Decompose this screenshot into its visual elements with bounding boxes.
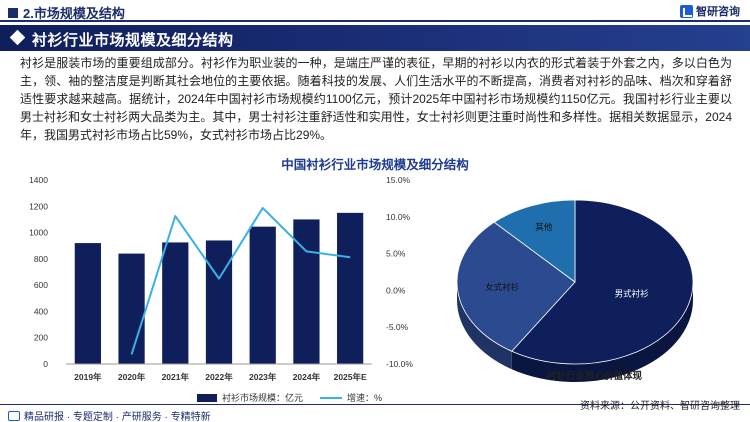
- bar: [249, 226, 276, 364]
- x-tick-label: 2020年: [118, 372, 146, 382]
- y-left-tick-label: 600: [34, 280, 48, 290]
- chart-legend: 衬衫市场规模：亿元 增速：%: [197, 391, 382, 404]
- x-tick-label: 2024年: [293, 372, 321, 382]
- source-note: 资料来源：公开资料、智研咨询整理: [580, 401, 740, 412]
- top-bar: 2.市场规模及结构 智研咨询: [0, 0, 750, 22]
- diamond-icon: [9, 29, 26, 46]
- y-right-tick-label: 5.0%: [386, 249, 406, 259]
- footer-divider: [0, 404, 750, 405]
- y-left-tick-label: 1200: [29, 201, 48, 211]
- footer-services: 精品研报 · 专题定制 · 产研服务 · 专精特新: [8, 408, 211, 422]
- legend-bar-swatch: [197, 393, 217, 402]
- bar: [337, 212, 364, 364]
- section-title: 2.市场规模及结构: [23, 6, 125, 21]
- bar: [162, 242, 189, 364]
- header-divider: [0, 20, 750, 22]
- legend-bar-label: 衬衫市场规模：亿元: [222, 393, 304, 403]
- y-right-tick-label: 15.0%: [386, 175, 411, 185]
- bar: [118, 253, 145, 364]
- y-right-tick-label: 0.0%: [386, 285, 406, 295]
- bar: [74, 243, 101, 364]
- x-tick-label: 2025年E: [334, 372, 367, 382]
- y-right-tick-label: 10.0%: [386, 212, 411, 222]
- pie-side-wall: [457, 282, 512, 370]
- legend-line-label: 增速：%: [347, 393, 383, 403]
- y-left-tick-label: 1400: [29, 175, 48, 185]
- pie-slice: [511, 199, 694, 365]
- y-left-tick-label: 800: [34, 254, 48, 264]
- page-title: 衬衫行业市场规模及细分结构: [32, 32, 234, 49]
- title-band: 衬衫行业市场规模及细分结构: [0, 25, 750, 51]
- footer-services-text: 精品研报 · 专题定制 · 产研服务 · 专精特新: [24, 412, 211, 422]
- pie-slice: [493, 199, 576, 283]
- pie-side-wall: [511, 282, 693, 382]
- logo: 智研咨询: [680, 3, 740, 19]
- intro-paragraph: 衬衫是服装市场的重要组成部分。衬衫作为职业装的一种，是端庄严谨的表征，早期的衬衫…: [20, 56, 732, 142]
- report-icon: [8, 410, 20, 421]
- growth-line: [130, 206, 351, 355]
- y-right-tick-label: -5.0%: [386, 322, 409, 332]
- x-tick-label: 2022年: [205, 372, 233, 382]
- logo-text: 智研咨询: [696, 6, 740, 18]
- y-left-tick-label: 400: [34, 306, 48, 316]
- legend-line-swatch: [320, 396, 343, 399]
- x-tick-label: 2023年: [249, 372, 277, 382]
- x-tick-label: 2019年: [74, 372, 102, 382]
- pie-label: 女式衬衫: [485, 282, 520, 292]
- pie-caption: 衬衫行业核心价值体现: [547, 371, 643, 382]
- logo-icon: [680, 4, 693, 18]
- y-right-tick-label: -10.0%: [386, 359, 413, 369]
- section-tag: 2.市场规模及结构: [8, 3, 125, 22]
- y-left-tick-label: 200: [34, 333, 48, 343]
- pie-label: 其他: [535, 222, 553, 232]
- y-left-tick-label: 1000: [29, 228, 48, 238]
- section-square-icon: [8, 7, 18, 18]
- x-tick-label: 2021年: [162, 372, 190, 382]
- y-left-tick-label: 0: [43, 359, 48, 369]
- bar: [293, 219, 320, 364]
- pie-slice: [456, 221, 576, 352]
- pie-label: 男式衬衫: [615, 288, 650, 298]
- bar: [205, 240, 233, 364]
- chart-title: 中国衬衫行业市场规模及细分结构: [281, 158, 469, 172]
